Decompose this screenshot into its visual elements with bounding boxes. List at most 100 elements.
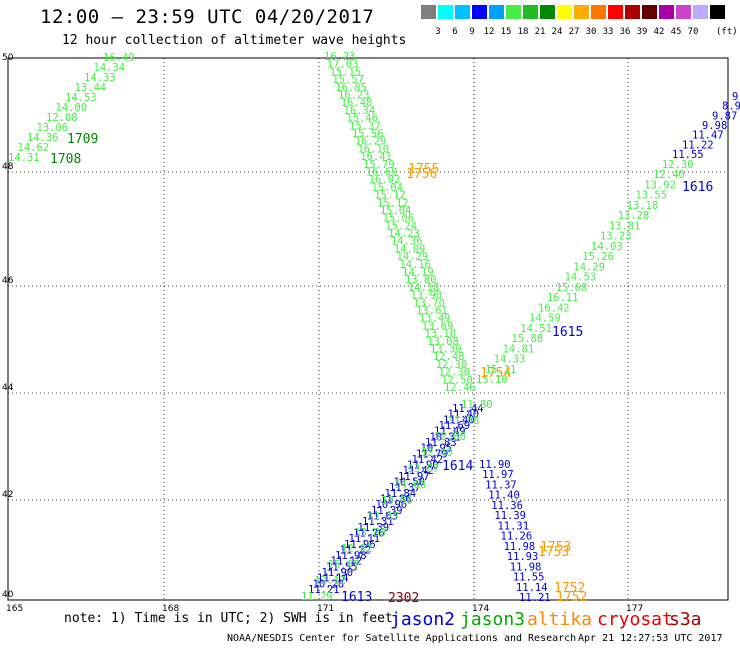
swh-value: 13.80 [354, 527, 386, 539]
swh-value: 11.90 [479, 459, 511, 471]
scale-swatch [625, 5, 640, 19]
swh-value: 11.22 [340, 544, 372, 556]
swh-value: 13.87 [408, 463, 440, 475]
swh-value: 12.80 [434, 431, 466, 443]
swh-value: 12.40 [421, 447, 453, 459]
swh-value: 12.40 [653, 169, 685, 181]
lat-label: 44 [2, 383, 14, 393]
swh-value: 13.10 [424, 328, 456, 340]
page-subtitle: 12 hour collection of altimeter wave hei… [62, 33, 407, 48]
swh-value: 16.10 [357, 143, 389, 155]
swh-value: 11.83 [425, 437, 457, 449]
swh-value: 15.12 [377, 197, 409, 209]
time-label: 1616 [682, 180, 713, 195]
swh-value: 14.29 [397, 251, 429, 263]
swh-value: 11.36 [380, 494, 412, 506]
scale-swatch [557, 5, 572, 19]
swh-value: 11.69 [439, 420, 471, 432]
scale-swatch [710, 5, 725, 19]
swh-value: 12.30 [662, 159, 694, 171]
swh-value: 13.18 [627, 200, 659, 212]
swh-value: 11.40 [443, 414, 475, 426]
swh-value: 11.63 [367, 510, 399, 522]
scale-swatch [676, 5, 691, 19]
scale-label: 27 [568, 27, 580, 37]
credit-text: NOAA/NESDIS Center for Satellite Applica… [227, 633, 577, 644]
legend-item-altika: altika [527, 609, 593, 630]
swh-value: 15.88 [511, 333, 543, 345]
swh-value: 16.29 [355, 136, 387, 148]
swh-value: 11.97 [482, 469, 514, 481]
scale-label: 39 [636, 27, 648, 37]
swh-value: 11.40 [448, 409, 480, 421]
swh-value: 13.69 [422, 320, 454, 332]
swh-value: 14.34 [94, 62, 126, 74]
scale-label: 70 [687, 27, 699, 37]
scale-label: 18 [517, 27, 529, 37]
swh-value: 11.55 [672, 149, 704, 161]
lat-label: 40 [2, 590, 14, 600]
swh-value: 13.06 [37, 122, 69, 134]
swh-value: 10.95 [421, 443, 453, 455]
swh-value: 12.02 [341, 543, 373, 555]
swh-value: 16.23 [324, 51, 356, 63]
swh-value: 16.41 [360, 151, 392, 163]
scale-label: 36 [619, 27, 631, 37]
swh-value: 15.26 [582, 251, 614, 263]
lat-label: 50 [2, 53, 14, 63]
time-label: 1613 [341, 590, 372, 605]
swh-value: 9.98 [702, 120, 727, 132]
scale-label: 9 [469, 27, 475, 37]
swh-value: 11.42 [412, 454, 444, 466]
scale-label: 15 [500, 27, 512, 37]
time-label: 1615 [552, 325, 583, 340]
swh-value: 11.98 [335, 550, 367, 562]
page-title: 12:00 – 23:59 UTC 04/20/2017 [40, 6, 375, 28]
swh-value: 12.30 [436, 359, 468, 371]
swh-value: 14.00 [56, 102, 88, 114]
time-label: 2302 [388, 591, 419, 606]
swh-value: 13.49 [419, 313, 451, 325]
legend-item-cryosat: cryosat [597, 609, 673, 630]
swh-value: 11.37 [485, 479, 517, 491]
swh-value: 11.80 [461, 399, 493, 411]
scale-swatch [659, 5, 674, 19]
swh-value: 11.21 [308, 584, 340, 596]
swh-value: 8.9 [722, 101, 740, 113]
swh-value: 11.49 [434, 426, 466, 438]
swh-value: 15.04 [371, 182, 403, 194]
scale-swatch [506, 5, 521, 19]
lon-label: 168 [162, 604, 179, 614]
swh-value: 15.37 [349, 120, 381, 132]
swh-value: 13.96 [381, 495, 413, 507]
scale-label: 33 [602, 27, 614, 37]
legend-item-jason2: jason2 [390, 609, 456, 630]
swh-value: 12.48 [433, 351, 465, 363]
swh-value: 11.22 [682, 139, 714, 151]
swh-value: 14.23 [388, 228, 420, 240]
scale-swatch [608, 5, 623, 19]
scale-swatch [421, 5, 436, 19]
lat-label: 46 [2, 276, 14, 286]
swh-value: 11.79 [416, 448, 448, 460]
swh-value: 15.15 [330, 66, 362, 78]
swh-value: 13.90 [411, 290, 443, 302]
lon-label: 171 [317, 604, 334, 614]
swh-value: 11.31 [362, 516, 394, 528]
scale-swatch [472, 5, 487, 19]
swh-value: 14.68 [394, 479, 426, 491]
swh-value: 16.42 [538, 302, 570, 314]
swh-value: 14.31 [8, 152, 40, 164]
lon-label: 177 [626, 604, 643, 614]
time-label: 1752 [556, 590, 587, 605]
swh-value: 16.34 [344, 105, 376, 117]
swh-value: 11.58 [448, 415, 480, 427]
swh-value: 11.98 [510, 561, 542, 573]
lat-label: 42 [2, 490, 13, 500]
swh-value: 14.36 [391, 236, 423, 248]
time-label: 1709 [67, 132, 98, 147]
swh-value: 11.90 [407, 460, 439, 472]
swh-value: 11.84 [385, 488, 417, 500]
